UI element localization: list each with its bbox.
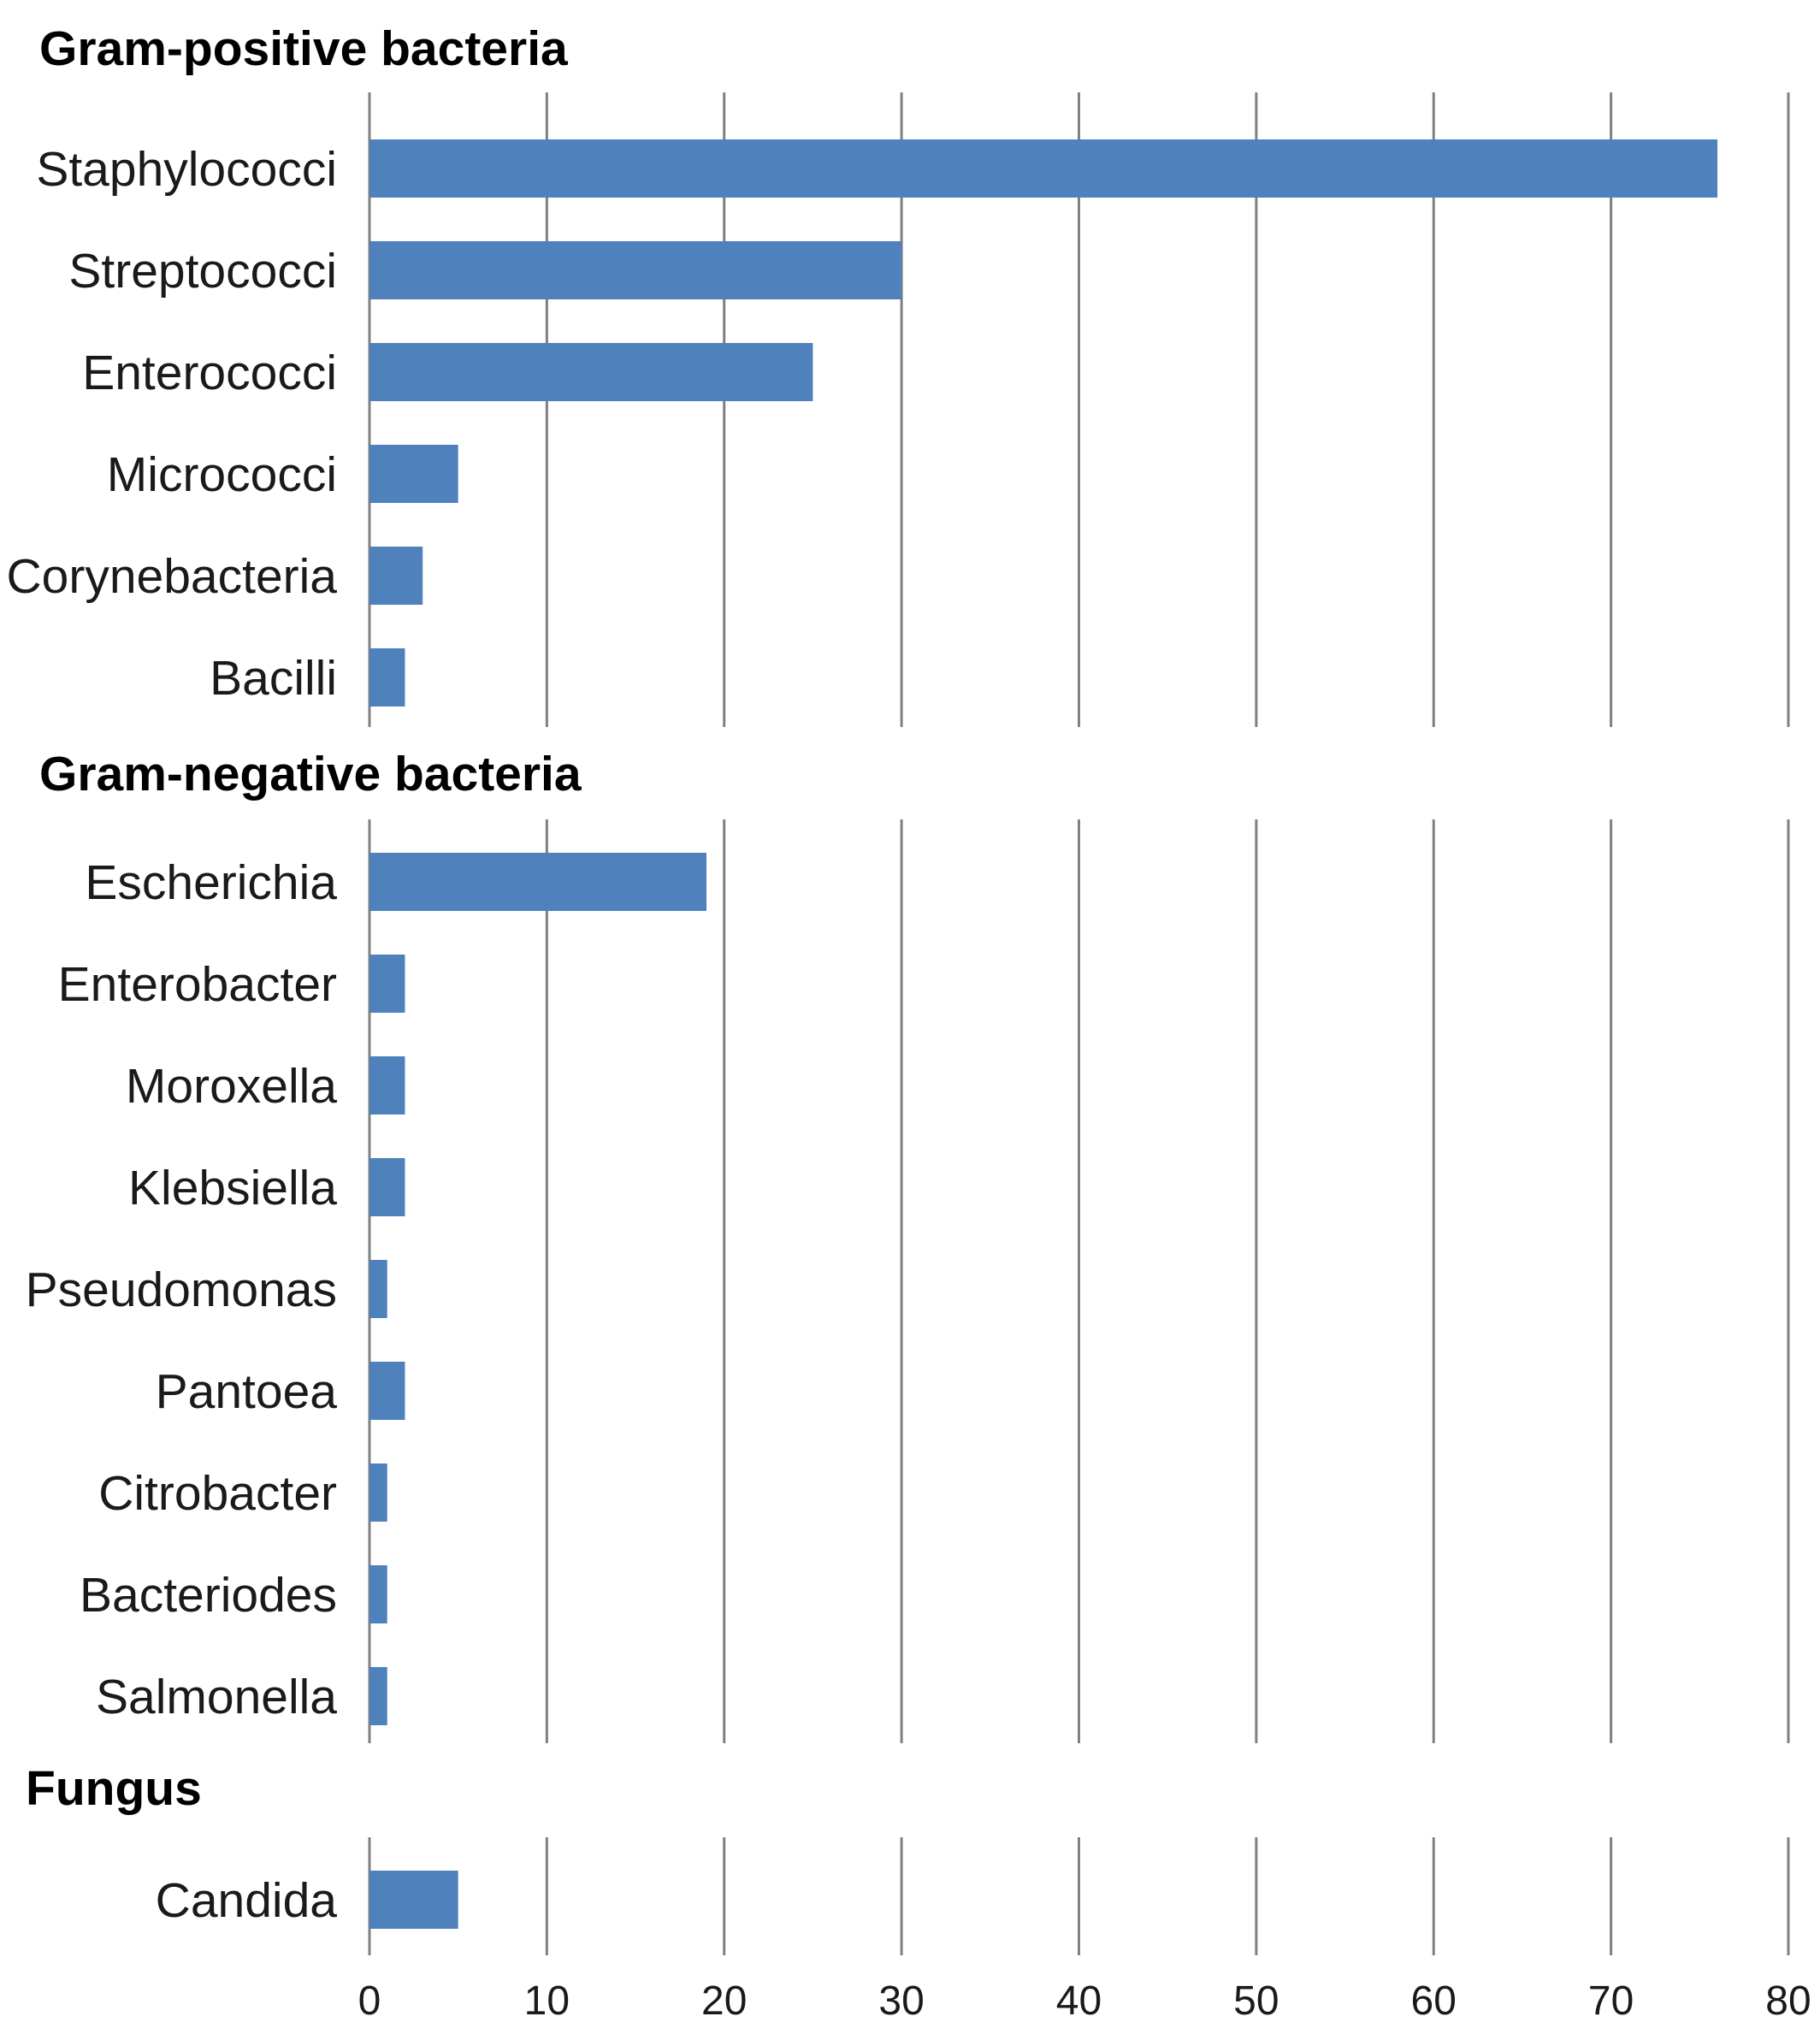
category-label: Staphylococci [36,142,337,197]
x-tick-label: 0 [358,1978,381,2024]
bar [369,648,405,707]
bar [369,1463,387,1522]
bar-layer [369,139,1718,1929]
label-layer: Gram-positive bacteria Staphylococci Strep… [6,21,582,1928]
category-label: Citrobacter [98,1466,337,1521]
x-tick-label: 30 [878,1978,924,2024]
bar [369,1158,405,1216]
bar [369,445,458,503]
x-tick-label: 70 [1588,1978,1634,2024]
x-tick-label: 20 [701,1978,747,2024]
bar [369,547,423,605]
category-label: Bacilli [210,651,337,706]
category-label: Enterococci [82,346,337,400]
category-label: Bacteriodes [80,1568,337,1623]
category-label: Enterobacter [58,957,337,1012]
bar [369,343,813,401]
bar [369,1362,405,1420]
category-label: Salmonella [96,1670,337,1724]
bar [369,1565,387,1623]
bar [369,853,707,911]
bar [369,139,1718,198]
category-label: Klebsiella [128,1161,337,1215]
x-tick-label: 50 [1233,1978,1279,2024]
category-label: Escherichia [85,855,337,910]
grid-layer [368,92,1790,1955]
category-label: Pseudomonas [26,1262,337,1317]
bar [369,241,902,299]
group-title: Gram-positive bacteria [39,21,569,76]
category-label: Pantoea [156,1364,338,1419]
x-axis-ticks: 0 10 20 30 40 50 60 70 80 [358,1978,1811,2024]
x-tick-label: 40 [1056,1978,1102,2024]
bar [369,1056,405,1115]
category-label: Micrococci [107,447,337,502]
bar [369,955,405,1013]
x-tick-label: 10 [524,1978,570,2024]
bar [369,1260,387,1318]
x-tick-label: 60 [1411,1978,1457,2024]
category-label: Streptococci [68,244,337,299]
category-label: Corynebacteria [6,549,337,604]
bar [369,1871,458,1929]
x-tick-label: 80 [1765,1978,1811,2024]
category-label: Moroxella [126,1059,337,1114]
category-label: Candida [156,1873,338,1928]
bar [369,1667,387,1725]
group-title: Fungus [26,1761,202,1816]
group-title: Gram-negative bacteria [39,747,582,801]
